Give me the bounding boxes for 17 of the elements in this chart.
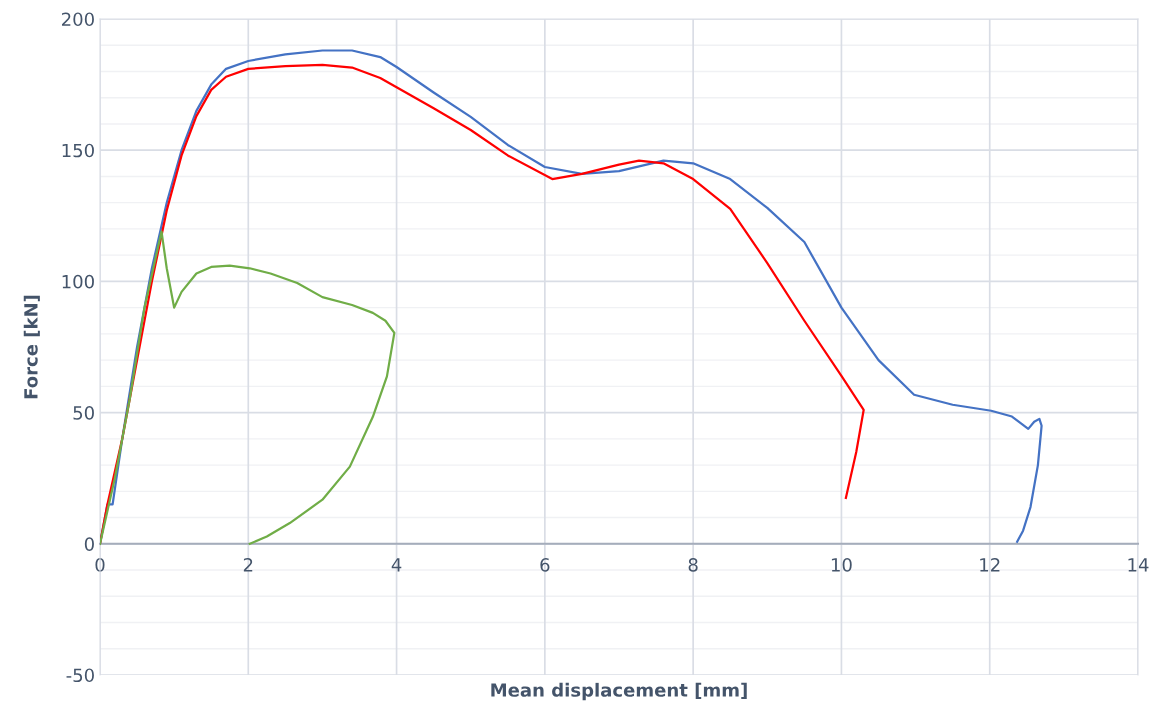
x-tick-label: 4: [391, 558, 402, 572]
x-tick-label: 2: [243, 558, 253, 572]
x-tick-label: 6: [540, 558, 550, 572]
y-tick-label: 150: [62, 143, 94, 158]
x-tick-label: 0: [95, 558, 105, 572]
y-axis-title: Force [kN]: [23, 295, 40, 399]
y-tick-label: 0: [84, 537, 94, 551]
x-tick-label: 14: [1128, 558, 1149, 572]
y-tick-label: 200: [62, 12, 94, 27]
y-tick-label: 50: [73, 406, 94, 420]
x-tick-label: 12: [980, 558, 1000, 572]
x-tick-label: 8: [688, 558, 698, 572]
y-tick-label: -50: [66, 668, 94, 683]
line-series: [100, 230, 396, 545]
x-axis-title: Mean displacement [mm]: [491, 682, 747, 701]
x-tick-label: 10: [831, 558, 852, 572]
y-tick-label: 100: [62, 274, 94, 289]
